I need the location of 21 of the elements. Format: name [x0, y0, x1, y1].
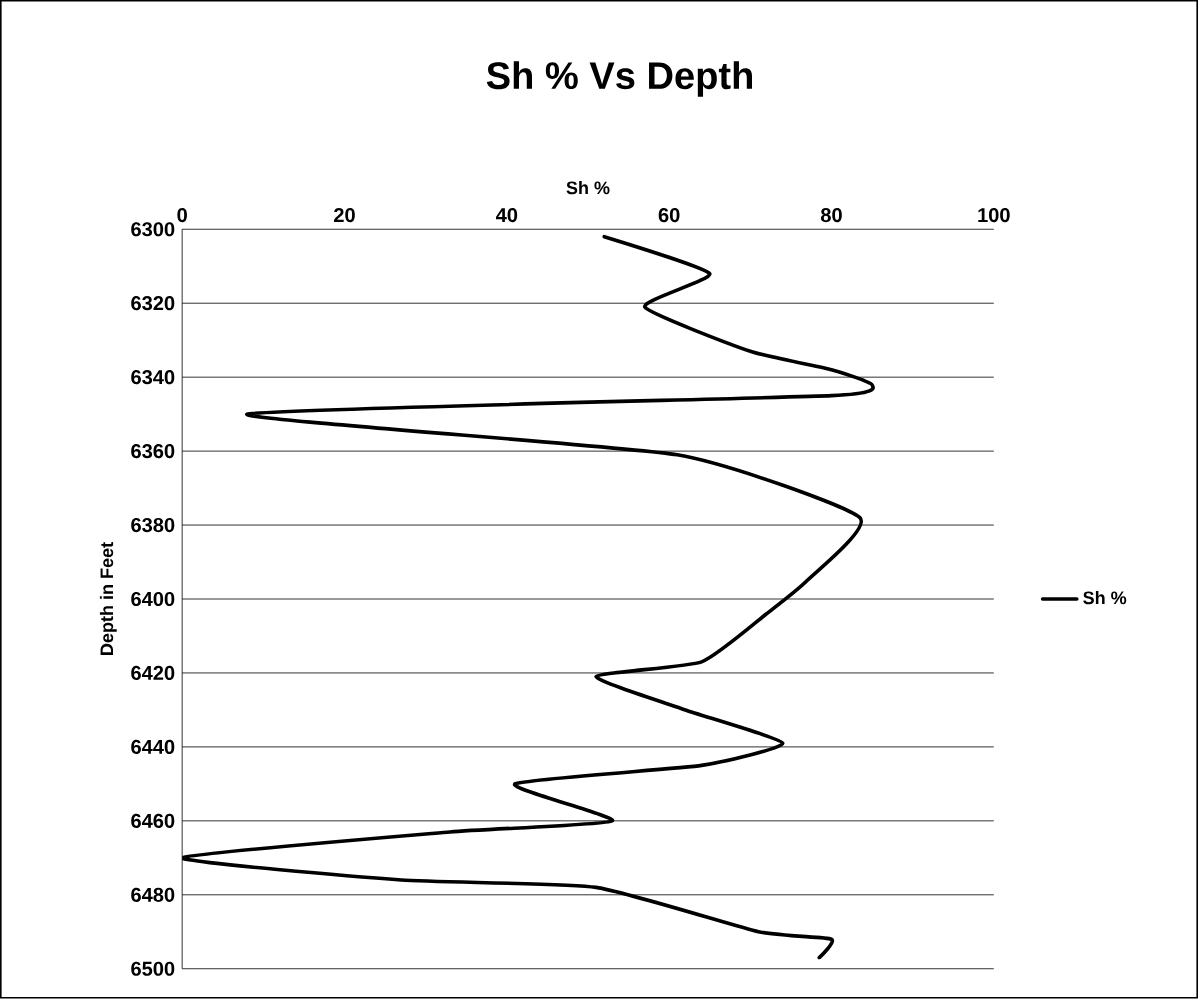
y-tick-label: 6320: [131, 296, 175, 311]
chart-title: Sh % Vs Depth: [486, 61, 752, 97]
x-tick-label: 40: [495, 208, 518, 223]
x-tick-label: 0: [177, 208, 187, 223]
x-tick-label: 100: [978, 208, 1010, 223]
x-tick-label: 60: [658, 208, 680, 223]
x-tick-label: 20: [334, 208, 355, 223]
y-tick-label: 6380: [131, 518, 175, 533]
y-tick-label: 6420: [131, 666, 175, 681]
y-tick-label: 6440: [131, 740, 175, 755]
legend-label: Sh %: [1083, 591, 1127, 605]
y-tick-label: 6340: [131, 370, 175, 385]
x-axis-title: Sh %: [566, 181, 610, 195]
x-tick-label: 80: [820, 208, 842, 223]
y-tick-label: 6480: [131, 887, 175, 903]
y-tick-label: 6300: [131, 222, 175, 237]
y-tick-label: 6460: [131, 813, 175, 829]
y-axis-title: Depth in Feet: [99, 542, 117, 656]
y-tick-label: 6400: [131, 592, 175, 607]
y-tick-label: 6360: [131, 444, 175, 459]
y-tick-label: 6500: [131, 961, 175, 977]
